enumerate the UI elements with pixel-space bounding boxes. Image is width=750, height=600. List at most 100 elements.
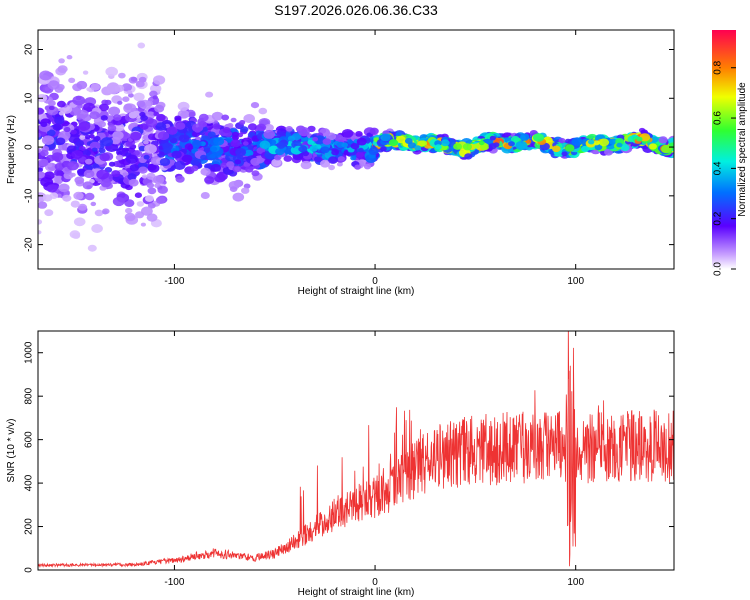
- spectral-blob: [58, 58, 65, 64]
- spectral-blob: [127, 90, 133, 95]
- spectral-blob: [134, 192, 142, 198]
- spectral-blob: [571, 137, 583, 146]
- spectral-blob: [128, 111, 138, 119]
- bottom-ytick-label: 600: [24, 431, 35, 448]
- spectral-blob: [508, 141, 515, 147]
- colorbar-tick-label: 0.2: [713, 211, 724, 225]
- spectral-blob: [98, 148, 106, 154]
- spectral-blob: [661, 144, 672, 154]
- spectral-blob: [104, 99, 112, 106]
- colorbar-tick-label: 0.8: [713, 60, 724, 74]
- spectral-blob: [74, 176, 85, 185]
- spectral-blob: [462, 143, 472, 151]
- spectral-blob: [604, 148, 613, 156]
- colorbar-label: Normalized spectral amplitude: [737, 82, 748, 217]
- spectral-blob: [229, 186, 238, 193]
- spectral-blob: [307, 139, 315, 145]
- spectral-blob: [276, 141, 286, 149]
- spectral-blob: [75, 140, 85, 147]
- spectral-blob: [648, 143, 657, 150]
- spectral-blob: [135, 80, 145, 88]
- spectral-blob: [108, 106, 121, 116]
- spectral-blob: [250, 102, 260, 109]
- spectral-blob: [145, 118, 158, 128]
- spectral-blob: [207, 131, 216, 138]
- spectral-blob: [82, 70, 89, 75]
- spectral-blob: [243, 114, 255, 123]
- spectral-blob: [141, 206, 153, 216]
- spectral-blob: [650, 136, 659, 143]
- spectral-blob: [159, 158, 171, 166]
- spectral-blob: [478, 140, 485, 146]
- spectral-blob: [143, 154, 150, 160]
- spectral-blob: [125, 207, 133, 214]
- spectral-blob: [616, 142, 623, 148]
- spectral-blob: [152, 95, 158, 100]
- top-ytick-label: -10: [24, 188, 35, 203]
- spectral-blob: [341, 129, 354, 138]
- spectral-blob: [636, 136, 643, 142]
- spectral-blob: [125, 154, 138, 164]
- spectral-blob: [124, 212, 136, 222]
- spectral-blob: [51, 152, 64, 162]
- spectral-blob: [154, 183, 161, 189]
- spectral-blob: [247, 123, 258, 131]
- spectral-blob: [138, 145, 146, 152]
- spectral-blob: [129, 164, 140, 172]
- spectral-blob: [89, 141, 101, 151]
- spectral-blob: [153, 75, 166, 85]
- spectral-blob: [209, 153, 216, 159]
- spectral-blob: [341, 142, 349, 148]
- spectral-blob: [171, 150, 182, 159]
- spectral-blob: [414, 145, 422, 151]
- spectral-blob: [243, 183, 251, 189]
- spectral-blob: [153, 111, 160, 117]
- spectral-blob: [153, 175, 165, 185]
- top-ytick-label: 20: [24, 44, 35, 56]
- spectral-blob: [328, 164, 335, 171]
- spectral-blob: [419, 140, 427, 146]
- spectral-blob: [38, 230, 42, 235]
- spectral-blob: [204, 176, 215, 184]
- spectral-blob: [62, 194, 72, 202]
- spectral-blob: [198, 120, 207, 128]
- spectral-blob: [44, 86, 50, 91]
- spectral-blob: [40, 177, 53, 187]
- spectral-blob: [598, 138, 610, 147]
- bottom-ytick-label: 400: [24, 474, 35, 491]
- spectral-blob: [380, 133, 391, 142]
- spectral-blob: [608, 138, 617, 145]
- spectral-blob: [355, 131, 363, 137]
- spectral-blob: [128, 178, 139, 187]
- spectral-blob: [40, 149, 49, 157]
- top-y-axis-label: Frequency (Hz): [6, 115, 17, 184]
- spectral-blob: [356, 137, 367, 146]
- spectral-blob: [464, 153, 473, 160]
- bottom-xtick-label: 0: [372, 577, 378, 588]
- colorbar-tick-label: 0.6: [713, 111, 724, 125]
- spectral-blob: [244, 149, 254, 157]
- spectral-blob: [515, 140, 528, 151]
- spectral-blob: [108, 161, 116, 167]
- spectral-blob: [38, 158, 49, 167]
- spectral-blob: [157, 185, 168, 194]
- spectral-blob: [101, 137, 113, 147]
- spectral-blob: [241, 187, 250, 194]
- spectral-blob: [58, 111, 65, 116]
- spectral-blob: [235, 148, 247, 157]
- spectral-blob: [127, 93, 134, 98]
- spectral-blob: [138, 166, 148, 174]
- spectral-blob: [38, 148, 42, 154]
- spectral-blob: [298, 146, 305, 152]
- spectral-blob: [38, 219, 43, 225]
- spectral-blob: [232, 192, 245, 202]
- spectral-blob: [166, 126, 178, 135]
- spectral-blob: [300, 160, 312, 170]
- spectral-blob: [54, 116, 65, 125]
- spectral-blob: [358, 147, 364, 153]
- spectral-blob: [178, 134, 190, 143]
- spectral-blob: [489, 135, 496, 141]
- spectral-blob: [561, 151, 568, 157]
- spectral-blob: [38, 201, 48, 209]
- spectral-blob: [240, 126, 249, 133]
